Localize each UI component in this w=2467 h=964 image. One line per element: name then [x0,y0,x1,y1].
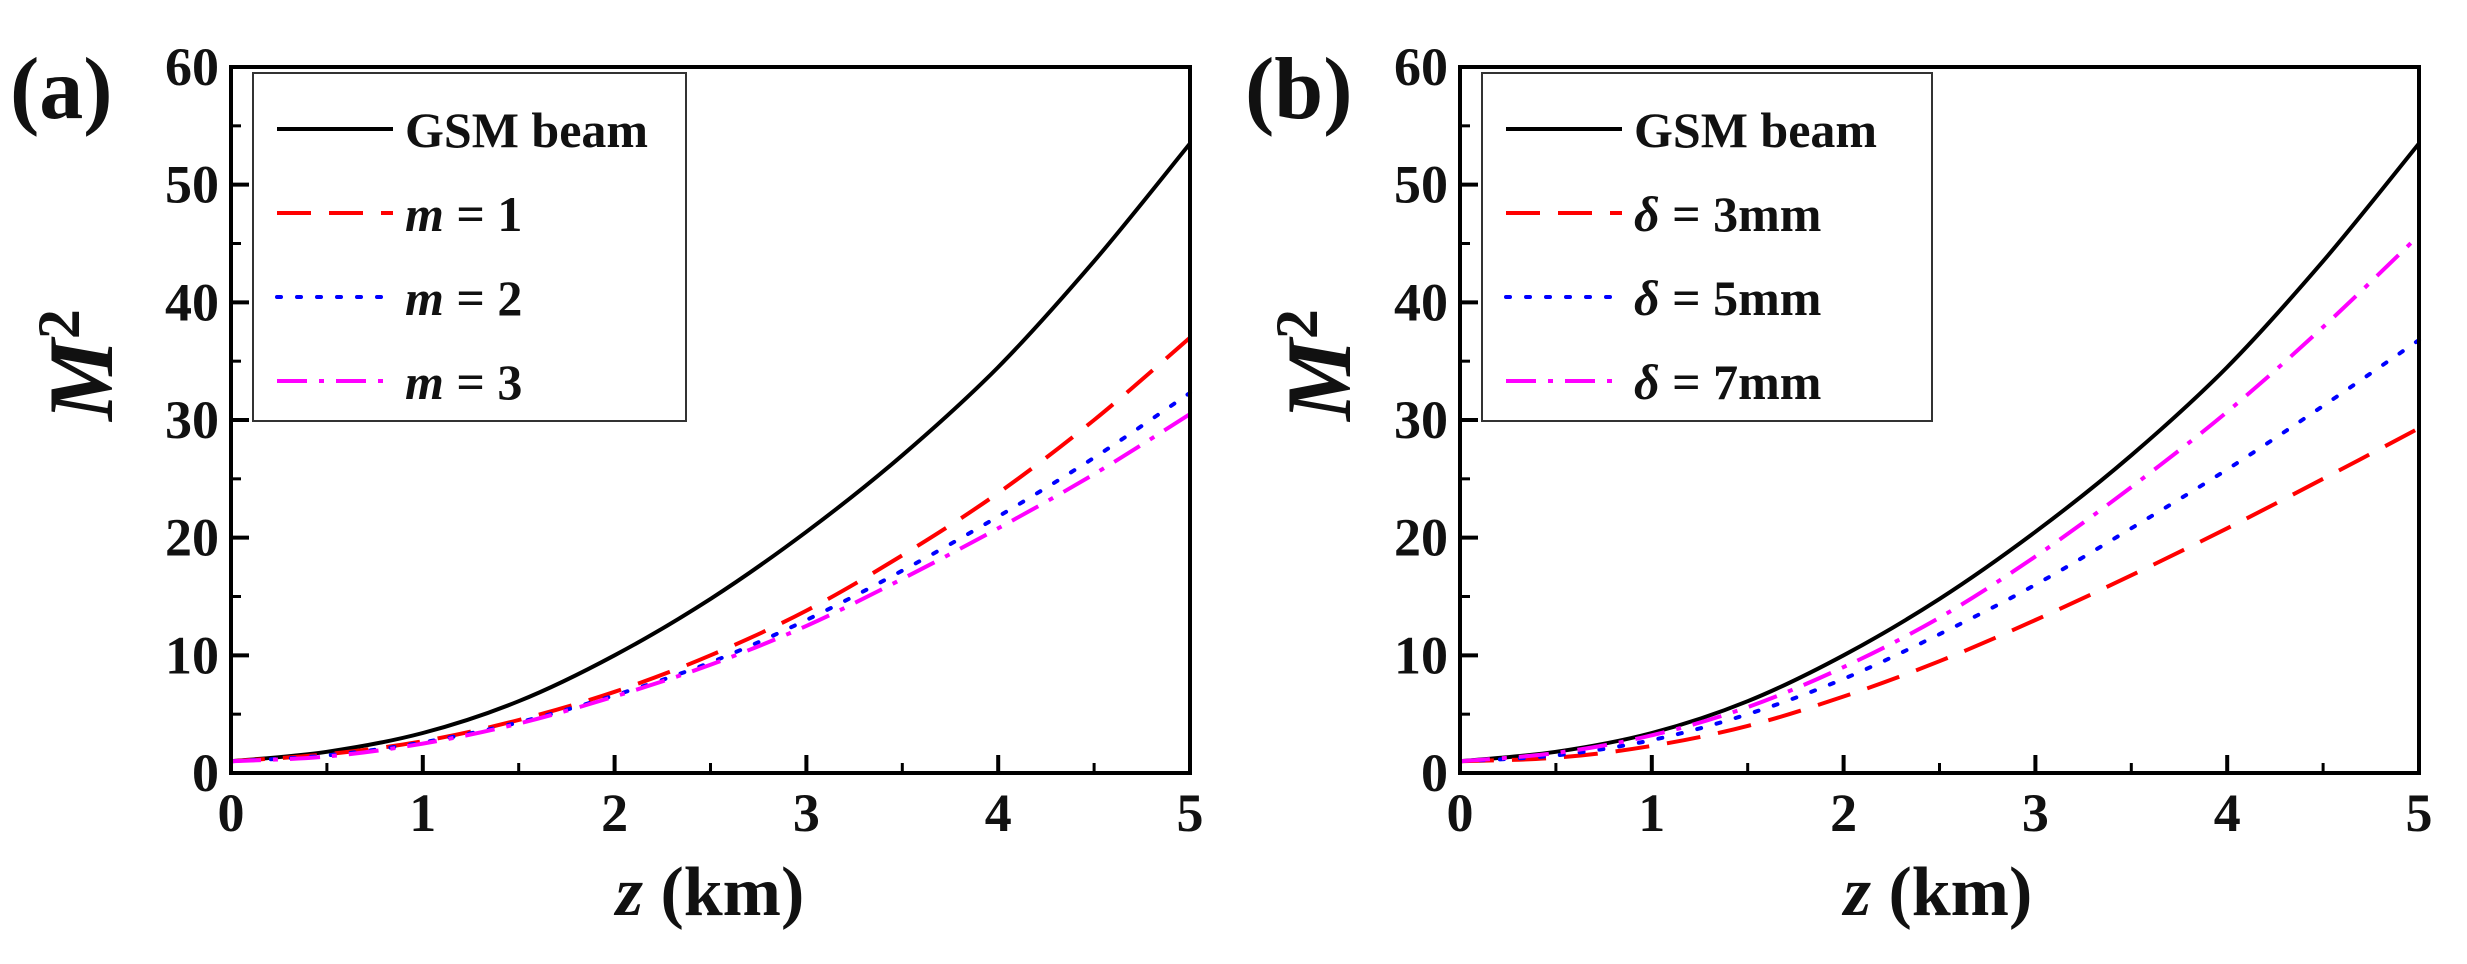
y-axis-title-sup-b: 2 [1264,309,1330,339]
y-tick-label: 50 [165,155,219,215]
x-tick-label: 4 [985,783,1012,843]
legend-b: GSM beam δ = 3mm δ = 5mm δ = 7mm [1481,72,1933,422]
series-lines-b [1458,142,2421,764]
svg-text:M2: M2 [1264,309,1370,423]
legend-a: GSM beam m = 1 m = 2 m = 3 [252,72,687,422]
svg-text:M2: M2 [26,309,132,423]
y-axis-title-sup-a: 2 [26,309,92,339]
panel-label-b: (b) [1245,41,1353,138]
x-tick-label: 0 [218,783,245,843]
series-line-a-4 [230,412,1192,764]
x-tick-label: 1 [1638,783,1665,843]
legend-label: m = 3 [405,354,522,410]
y-axis-title-var-b: M [1268,336,1370,423]
series-line-a-2 [230,336,1192,764]
y-tick-label: 40 [165,272,219,332]
y-tick-label: 10 [1394,625,1448,685]
y-tick-label: 60 [165,37,219,97]
y-axis-title-var-a: M [30,336,132,423]
plot-frame-a [229,65,1192,775]
x-tick-label: 1 [409,783,436,843]
series-line-b-3 [1458,338,2421,764]
y-tick-label: 30 [165,390,219,450]
x-tick-label: 3 [2022,783,2049,843]
series-line-a-3 [229,390,1192,764]
x-axis-title-var-a: z [614,854,643,931]
x-tick-label: 2 [1830,783,1857,843]
y-axis-title-a: M2 [26,309,132,423]
x-axis-title-a: z (km) [614,854,805,931]
series-line-b-2 [1459,426,2420,764]
y-tick-label: 30 [1394,390,1448,450]
x-axis-title-b: z (km) [1842,854,2033,931]
y-axis-title-b: M2 [1264,309,1370,423]
y-tick-label: 60 [1394,37,1448,97]
x-axis-title-var-b: z [1842,854,1871,931]
x-tick-label: 4 [2214,783,2241,843]
y-tick-label: 20 [165,508,219,568]
legend-label: m = 1 [405,186,522,242]
y-tick-label: 0 [192,743,219,803]
x-axis-title-unit-b: (km) [1871,854,2032,931]
x-tick-label: 5 [2406,783,2433,843]
x-axis-title-unit-a: (km) [643,854,804,931]
y-tick-label: 0 [1421,743,1448,803]
plot-frame-b [1458,65,2421,775]
series-line-b-4 [1459,233,2421,764]
x-tick-label: 0 [1447,783,1474,843]
legend-label: δ = 3mm [1634,186,1821,242]
series-line-b-1 [1459,142,2421,764]
panel-label-a: (a) [10,41,113,138]
legend-label: GSM beam [405,102,648,158]
y-tick-label: 40 [1394,272,1448,332]
y-tick-label: 50 [1394,155,1448,215]
x-tick-label: 3 [793,783,820,843]
series-lines-a [229,142,1192,764]
y-tick-label: 10 [165,625,219,685]
legend-label: GSM beam [1634,102,1877,158]
x-tick-label: 2 [601,783,628,843]
legend-label: m = 2 [405,270,522,326]
y-tick-label: 20 [1394,508,1448,568]
legend-label: δ = 5mm [1634,270,1821,326]
legend-label: δ = 7mm [1634,354,1821,410]
series-line-a-1 [230,142,1192,764]
x-tick-label: 5 [1177,783,1204,843]
